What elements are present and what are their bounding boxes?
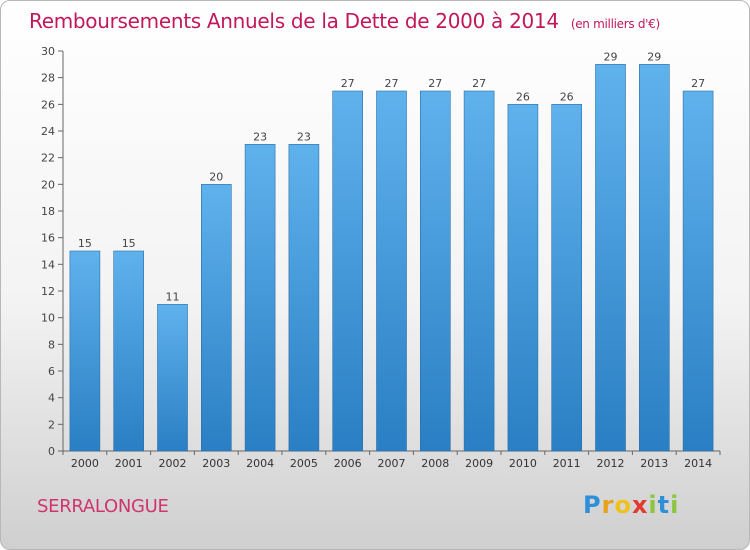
bar <box>244 144 276 452</box>
city-name: SERRALONGUE <box>37 496 169 517</box>
y-tick-label: 2 <box>48 418 55 431</box>
y-tick-label: 8 <box>48 338 55 351</box>
bar-value-label: 29 <box>647 50 661 63</box>
y-tick-label: 30 <box>41 45 55 58</box>
chart-title: Remboursements Annuels de la Dette de 20… <box>29 9 660 33</box>
bar-value-label: 15 <box>122 237 136 250</box>
bar-value-label: 27 <box>691 77 705 90</box>
bar <box>69 250 101 452</box>
y-tick-label: 6 <box>48 365 55 378</box>
bar <box>157 304 188 452</box>
bar <box>376 90 407 452</box>
bars <box>69 64 714 452</box>
bar <box>507 104 539 452</box>
bar-value-label: 20 <box>209 170 223 183</box>
labels: 15 2000 15 2001 11 2002 20 2003 23 2004 23 2005 27 20… <box>71 50 712 470</box>
x-tick-label: 2007 <box>378 457 406 470</box>
bar-value-label: 23 <box>253 130 267 143</box>
x-tick-label: 2006 <box>334 457 362 470</box>
x-tick-label: 2005 <box>290 457 318 470</box>
bar-value-label: 27 <box>385 77 399 90</box>
bar <box>419 90 451 452</box>
y-tick-label: 10 <box>41 312 55 325</box>
bar <box>595 64 626 452</box>
bar <box>463 90 495 452</box>
bar <box>638 64 670 452</box>
logo-letter: r <box>601 491 615 519</box>
bar-value-label: 23 <box>297 130 311 143</box>
bar-value-label: 29 <box>604 50 618 63</box>
chart-title-text: Remboursements Annuels de la Dette de 20… <box>29 9 559 33</box>
bar-value-label: 27 <box>428 77 442 90</box>
y-tick-label: 18 <box>41 205 55 218</box>
logo-letter: t <box>657 491 671 519</box>
logo-letter: i <box>648 491 658 519</box>
x-tick-label: 2011 <box>553 457 581 470</box>
chart-unit: (en milliers d'€) <box>570 17 660 31</box>
y-tick-label: 22 <box>41 152 55 165</box>
y-tick-label: 20 <box>41 178 55 191</box>
x-tick-label: 2000 <box>71 457 99 470</box>
bar-value-label: 27 <box>472 77 486 90</box>
x-tick-label: 2001 <box>115 457 143 470</box>
bar-value-label: 15 <box>78 237 92 250</box>
y-tick-label: 28 <box>41 72 55 85</box>
logo-letter: o <box>614 491 632 519</box>
x-tick-label: 2009 <box>465 457 493 470</box>
bar <box>201 184 232 452</box>
x-tick-label: 2014 <box>684 457 712 470</box>
proxiti-logo: Proxiti <box>583 491 679 519</box>
bar-value-label: 26 <box>516 90 530 103</box>
logo-letter: i <box>670 491 680 519</box>
logo-letter: P <box>583 491 602 519</box>
x-tick-label: 2010 <box>509 457 537 470</box>
bar <box>113 250 144 452</box>
bar <box>551 104 583 452</box>
bar <box>288 144 320 452</box>
bar-value-label: 11 <box>166 290 180 303</box>
y-tick-label: 0 <box>48 445 55 458</box>
x-tick-label: 2012 <box>597 457 625 470</box>
x-tick-label: 2002 <box>159 457 187 470</box>
y-tick-label: 4 <box>48 392 55 405</box>
x-tick-label: 2013 <box>640 457 668 470</box>
y-tick-label: 16 <box>41 232 55 245</box>
logo-letter: x <box>631 491 649 519</box>
bar <box>682 90 714 452</box>
y-tick-label: 24 <box>41 125 55 138</box>
y-tick-label: 26 <box>41 98 55 111</box>
y-tick-label: 12 <box>41 285 55 298</box>
bar-value-label: 27 <box>341 77 355 90</box>
x-tick-label: 2003 <box>202 457 230 470</box>
y-tick-label: 14 <box>41 258 55 271</box>
bar-value-label: 26 <box>560 90 574 103</box>
x-tick-label: 2004 <box>246 457 274 470</box>
x-tick-label: 2008 <box>421 457 449 470</box>
bar <box>332 90 364 452</box>
